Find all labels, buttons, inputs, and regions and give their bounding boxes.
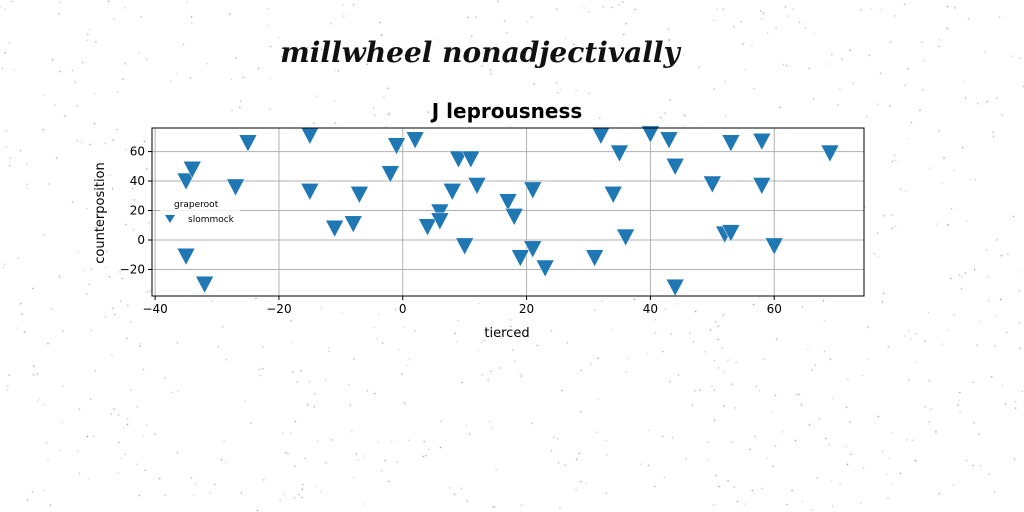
scatter-point [585,249,605,268]
scatter-point [467,177,487,196]
legend: graperoot slommock [160,195,240,229]
legend-title: graperoot [174,200,219,210]
y-tick-label: −20 [120,262,145,276]
figure-suptitle: millwheel nonadjectivally [280,36,680,69]
legend-box [160,195,240,229]
y-tick-label: 0 [137,233,145,247]
scatter-point [820,144,840,163]
scatter-point [721,224,741,243]
scatter-point [442,183,462,201]
scatter-point [418,218,437,237]
scatter-point [721,134,741,153]
scatter-point [182,161,202,179]
scatter-point [752,177,772,196]
scatter-point [535,259,555,278]
scatter-point [665,278,685,297]
scatter-point [764,237,784,256]
x-tick-label: 0 [399,302,407,316]
data-points [176,125,840,297]
scatter-point [325,219,345,238]
x-tick-label: −20 [266,302,291,316]
scatter-point [405,131,425,150]
scatter-point [523,240,543,259]
scatter-point [603,186,623,204]
x-tick-label: 60 [767,302,782,316]
scatter-point [387,137,406,156]
scatter-point [523,181,543,200]
x-tick-label: −40 [142,302,167,316]
scatter-point [430,203,450,222]
scatter-point [343,215,363,234]
scatter-point [300,127,320,145]
scatter-point [616,228,636,247]
x-tick-label: 40 [643,302,658,316]
scatter-point [430,212,450,231]
scatter-point [591,127,611,145]
scatter-point [752,133,772,151]
scatter-point [461,150,481,169]
plot-frame [151,127,865,297]
scatter-point [498,193,518,212]
scatter-point [702,175,722,194]
scatter-point [195,275,215,294]
scatter-point [455,237,475,256]
scatter-point [449,150,468,169]
axis-ticks: −40 −20 0 20 40 60 −20 0 20 40 60 [120,145,782,316]
y-tick-label: 60 [130,145,145,159]
legend-entry-label: slommock [188,215,235,225]
chart-title: J leprousness [430,99,583,123]
scatter-point [504,208,524,226]
x-tick-label: 20 [519,302,534,316]
scatter-point [226,178,245,197]
scatter-point [176,172,196,191]
y-tick-label: 40 [130,174,145,188]
scatter-point [300,183,320,201]
scatter-point [238,134,258,153]
scatter-point [659,131,679,150]
legend-marker [165,215,175,223]
x-axis-label: tierced [484,326,529,341]
scatter-point [380,165,400,184]
scatter-point [176,247,196,266]
scatter-point [510,249,530,268]
y-axis-label: counterposition [93,162,108,264]
scatter-point [640,125,660,144]
scatter-point [610,144,629,163]
y-tick-label: 20 [130,204,145,218]
scatter-point [349,186,369,204]
scatter-point [665,158,685,176]
